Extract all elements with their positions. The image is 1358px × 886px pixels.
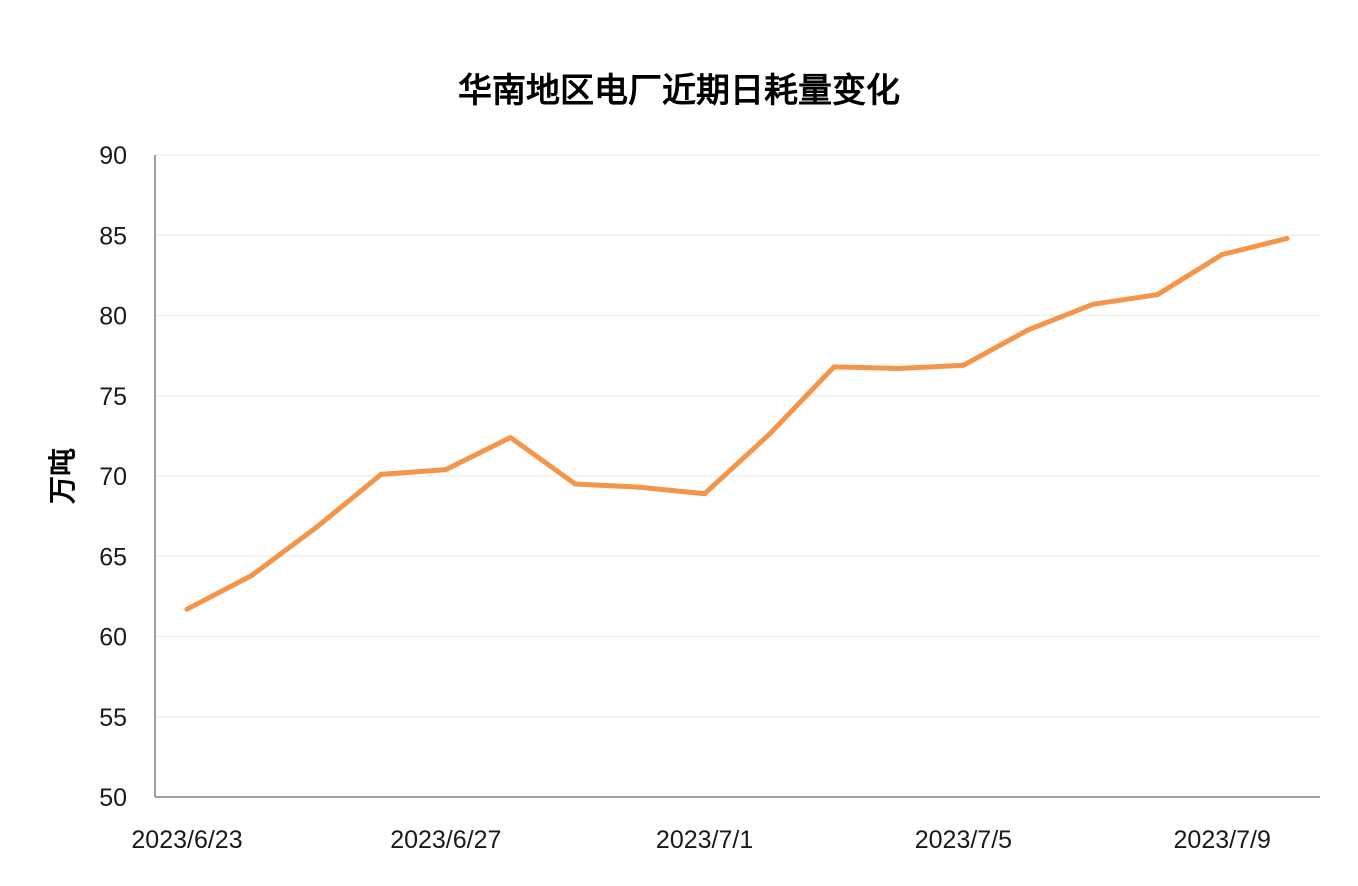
- y-axis-label: 万吨: [46, 448, 79, 504]
- x-tick-label: 2023/6/23: [131, 826, 242, 854]
- y-tick-label: 70: [99, 463, 127, 491]
- x-tick-label: 2023/7/9: [1174, 826, 1271, 854]
- data-point: [831, 364, 837, 370]
- data-point: [1284, 235, 1290, 241]
- series-layer: [184, 236, 1290, 612]
- data-point: [572, 481, 578, 487]
- data-point: [637, 484, 643, 490]
- data-point: [508, 434, 513, 440]
- y-tick-label: 55: [99, 704, 127, 732]
- data-point: [702, 491, 708, 497]
- data-point: [313, 524, 319, 530]
- data-points: [184, 235, 1290, 612]
- x-tick-labels: 2023/6/23 2023/6/27 2023/7/1 2023/7/5 2023/7…: [131, 826, 1270, 854]
- data-point: [443, 467, 449, 473]
- data-point: [184, 606, 190, 612]
- y-tick-label: 75: [99, 383, 127, 411]
- x-tick-label: 2023/7/5: [915, 826, 1012, 854]
- data-point: [1025, 327, 1031, 333]
- data-point: [249, 573, 255, 579]
- data-point: [896, 365, 902, 371]
- y-tick-label: 65: [99, 543, 127, 571]
- data-point: [766, 431, 772, 437]
- axes: [154, 155, 1320, 798]
- y-tick-label: 90: [99, 142, 127, 170]
- x-tick-label: 2023/6/27: [390, 826, 501, 854]
- y-tick-labels: 50 55 60 65 70 75 80 85 90: [99, 142, 127, 812]
- data-point: [378, 471, 384, 477]
- grid-lines: [155, 154, 1320, 718]
- chart-title: 华南地区电厂近期日耗量变化: [458, 71, 900, 111]
- x-tick-label: 2023/7/1: [656, 826, 753, 854]
- data-point: [960, 362, 966, 368]
- data-point: [1219, 252, 1225, 258]
- y-tick-label: 85: [99, 222, 127, 250]
- y-tick-label: 50: [99, 784, 127, 812]
- y-tick-label: 80: [99, 303, 127, 331]
- series-line: [184, 236, 1290, 612]
- data-point: [1090, 301, 1096, 307]
- y-tick-label: 60: [99, 624, 127, 652]
- data-point: [1155, 292, 1160, 298]
